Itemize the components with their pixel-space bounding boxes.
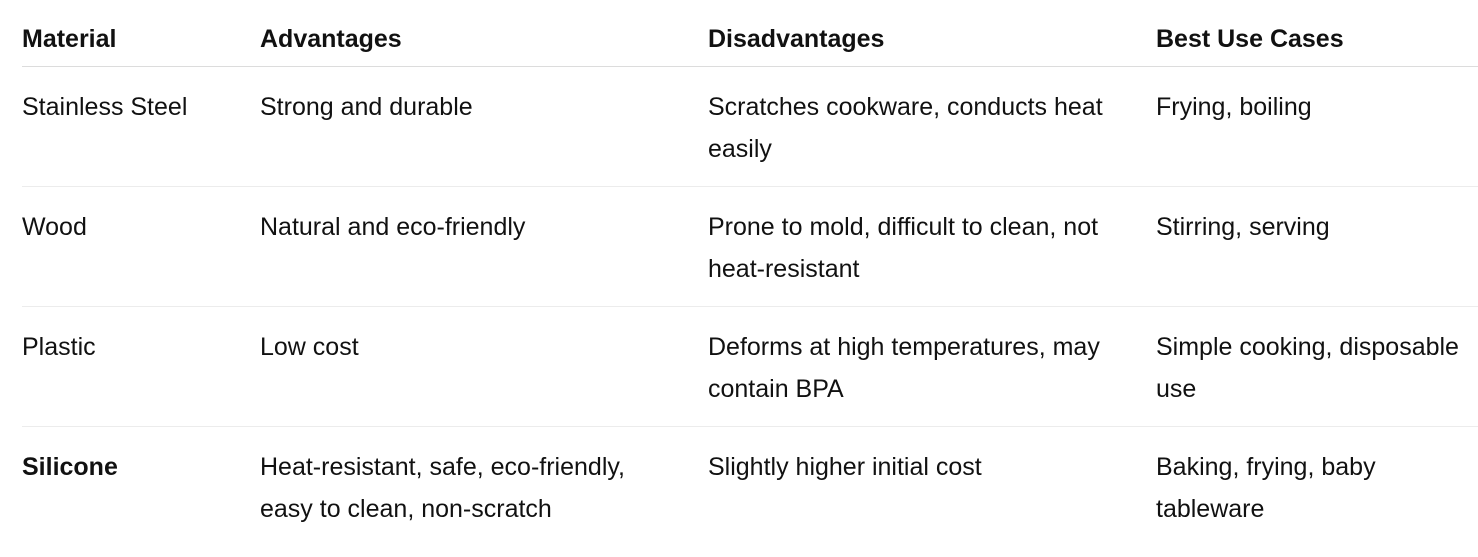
cell-disadvantages: Prone to mold, difficult to clean, not h… [708,186,1156,307]
cell-disadvantages: Deforms at high temperatures, may contai… [708,306,1156,427]
header-material: Material [22,16,260,67]
cell-material: Plastic [22,306,260,427]
cell-material: Wood [22,186,260,307]
table-row: Stainless Steel Strong and durable Scrat… [22,66,1478,187]
header-best-use-cases: Best Use Cases [1156,16,1478,67]
cell-advantages: Natural and eco-friendly [260,186,708,307]
table-row: Plastic Low cost Deforms at high tempera… [22,306,1478,427]
cell-advantages: Low cost [260,306,708,427]
cell-advantages: Strong and durable [260,66,708,187]
cell-disadvantages: Scratches cookware, conducts heat easily [708,66,1156,187]
header-disadvantages: Disadvantages [708,16,1156,67]
comparison-table: Material Advantages Disadvantages Best U… [22,16,1478,546]
cell-advantages: Heat-resistant, safe, eco-friendly, easy… [260,452,625,523]
cell-disadvantages: Slightly higher initial cost [708,452,982,481]
table-header-row: Material Advantages Disadvantages Best U… [22,16,1478,67]
cell-best-use-cases: Frying, boiling [1156,66,1478,187]
cell-best-use-cases: Simple cooking, disposable use [1156,306,1478,427]
cell-best-use-cases: Stirring, serving [1156,186,1478,307]
cell-material: Silicone [22,452,118,481]
table-row: Silicone Heat-resistant, safe, eco-frien… [22,426,1478,546]
cell-material: Stainless Steel [22,66,260,187]
header-advantages: Advantages [260,16,708,67]
table-row: Wood Natural and eco-friendly Prone to m… [22,186,1478,307]
cell-best-use-cases: Baking, frying, baby tableware [1156,452,1376,523]
